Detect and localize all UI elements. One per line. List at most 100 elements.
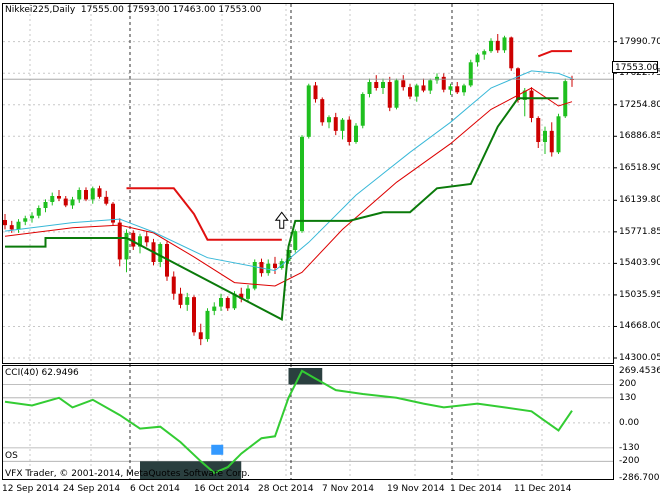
cci-series-line <box>4 369 573 475</box>
candle-body <box>219 298 223 307</box>
ohlc-open: 17555.00 <box>80 5 124 15</box>
candle-body <box>43 202 48 209</box>
cci-zone-box <box>140 461 242 480</box>
candle-body <box>441 76 446 90</box>
candle-body <box>158 244 163 263</box>
cci-tick-label: -200 <box>619 456 640 467</box>
candle-body <box>84 190 88 200</box>
copyright-label: VFX Trader, © 2001-2014, MetaQuotes Soft… <box>5 469 250 479</box>
time-tick-label: 7 Nov 2014 <box>322 484 374 494</box>
price-tick-label: 14300.05 <box>619 353 660 363</box>
candle-body <box>468 62 473 86</box>
candle-body <box>252 262 257 289</box>
candle-body <box>448 86 453 90</box>
candle-body <box>401 80 406 88</box>
candle-body <box>428 80 433 91</box>
candle-body <box>117 222 122 260</box>
main-chart-frame <box>2 3 614 364</box>
candle-body <box>367 82 372 95</box>
candle-body <box>556 116 561 153</box>
candle-body <box>300 136 304 232</box>
candle-body <box>50 196 55 203</box>
symbol-label: Nikkei225,Daily <box>5 5 76 15</box>
cci-line <box>4 369 573 475</box>
candle-body <box>131 232 136 247</box>
candle-body <box>421 85 426 91</box>
price-tick-label: 16886.85 <box>619 131 660 142</box>
cci-title: CCI(40) 62.9496 <box>5 368 79 378</box>
candle-body <box>63 198 68 206</box>
candle-body <box>381 82 385 89</box>
time-tick-label: 28 Oct 2014 <box>258 484 314 494</box>
candle-body <box>23 218 28 222</box>
cci-tick-label: -286.7006 <box>619 473 660 483</box>
candle-body <box>273 263 277 269</box>
candle-body <box>198 332 203 340</box>
candle-body <box>495 40 500 51</box>
cci-tick-label: 269.4536 <box>619 366 660 376</box>
candle-body <box>543 130 547 143</box>
candle-body <box>320 99 325 123</box>
candle-body <box>90 188 95 200</box>
candle-body <box>192 297 196 333</box>
os-label: OS <box>5 451 18 461</box>
candle-body <box>516 68 520 101</box>
candle-body <box>563 81 568 117</box>
time-tick-label: 1 Dec 2014 <box>450 484 502 494</box>
candle-body <box>239 293 244 299</box>
time-tick-label: 11 Dec 2014 <box>514 484 572 494</box>
candle-body <box>435 76 439 81</box>
candle-body <box>482 51 487 55</box>
candle-body <box>178 293 183 305</box>
ohlc-high: 17593.00 <box>126 5 170 15</box>
candle-body <box>327 117 331 123</box>
candle-body <box>475 54 480 63</box>
trailing-stop-up <box>5 97 559 321</box>
time-tick-label: 12 Sep 2014 <box>2 484 60 494</box>
candle-body <box>171 276 176 294</box>
moving-average-slow <box>4 87 573 287</box>
candle-body <box>340 119 345 131</box>
candle-body <box>306 85 311 137</box>
candle-body <box>529 90 534 119</box>
candle-body <box>522 90 527 101</box>
time-tick-label: 6 Oct 2014 <box>130 484 180 494</box>
indicator-lines <box>3 50 613 321</box>
buy-arrow-icon <box>274 211 289 229</box>
time-tick-label: 19 Nov 2014 <box>387 484 445 494</box>
current-price-tag: 17553.00 <box>612 61 658 73</box>
price-tick-label: 14668.00 <box>619 321 660 332</box>
candle-body <box>489 40 493 52</box>
candle-body <box>16 221 21 230</box>
chart-header: Nikkei225,Daily 17555.00 17593.00 17463.… <box>5 5 261 16</box>
candle-body <box>9 225 14 230</box>
candle-body <box>462 85 466 93</box>
candle-body <box>414 85 419 97</box>
cci-tick-label: -130 <box>619 442 640 453</box>
candle-body <box>30 215 34 219</box>
candle-body <box>205 310 210 340</box>
candle-body <box>313 85 318 100</box>
cci-tick-label: 200 <box>619 379 637 390</box>
period-separators <box>129 4 453 479</box>
cci-zone-box <box>288 368 323 385</box>
cci-tick-label: 0.00 <box>619 417 640 428</box>
candle-body <box>408 87 412 97</box>
trailing-stop-down <box>126 187 282 241</box>
candle-body <box>97 188 102 197</box>
candle-body <box>232 293 237 309</box>
candle-body <box>124 232 129 260</box>
candle-body <box>502 37 507 51</box>
candle-body <box>57 196 61 199</box>
candle-body <box>536 118 541 143</box>
cci-tick-label: 130 <box>619 392 637 403</box>
candle-body <box>138 236 142 247</box>
ohlc-close: 17553.00 <box>218 5 262 15</box>
indicator-frame <box>2 365 614 480</box>
candle-body <box>70 199 75 206</box>
price-tick-label: 16518.90 <box>619 162 660 173</box>
candle-body <box>387 82 392 108</box>
candle-body <box>111 203 115 223</box>
candle-body <box>347 119 352 143</box>
